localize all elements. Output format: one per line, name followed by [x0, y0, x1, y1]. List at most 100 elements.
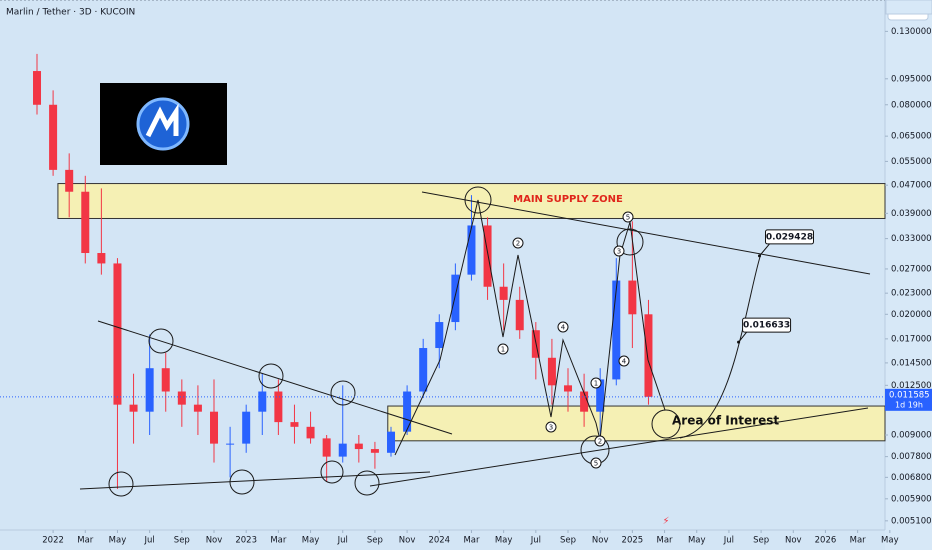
x-tick-label: Sep — [367, 536, 383, 546]
candle-body — [387, 431, 396, 453]
wave-marker — [590, 457, 602, 469]
candle-body — [644, 314, 653, 397]
candle-body — [306, 426, 315, 439]
candle-body — [467, 225, 476, 275]
annotations: MAIN SUPPLY ZONE Area of Interest 0.011585… — [0, 194, 932, 469]
circle — [651, 409, 681, 439]
candle-body — [193, 404, 202, 412]
y-tick-label: 0.007800 — [891, 452, 932, 462]
x-tick-label: May — [109, 536, 127, 546]
wave-label: 2 — [598, 438, 602, 446]
candle-body — [483, 225, 492, 287]
low-box — [885, 0, 932, 15]
wave-label: 4 — [561, 324, 566, 332]
countdown: 1d 19h — [895, 400, 923, 409]
x-tick-label: Mar — [77, 536, 94, 546]
circle — [108, 471, 134, 497]
candle-body — [628, 280, 637, 315]
chart-title: Marlin / Tether · 3D · KUCOIN — [6, 8, 135, 18]
y-tick-label: 0.005100 — [891, 516, 932, 526]
wave-marker — [497, 343, 509, 355]
circle — [320, 460, 344, 484]
candle-body — [403, 391, 412, 432]
circle — [330, 380, 356, 406]
target-label: 0.016633 — [743, 321, 790, 331]
x-tick-label: Nov — [206, 536, 223, 546]
x-tick-label: 2025 — [622, 536, 644, 546]
candle-body — [81, 191, 90, 254]
candle-body — [515, 299, 524, 331]
candle-body — [596, 379, 605, 412]
wave-label: 1 — [501, 346, 505, 354]
circle — [258, 363, 284, 389]
circle — [354, 470, 380, 496]
y-tick-label: 0.065000 — [891, 132, 932, 142]
x-tick-label: Mar — [463, 536, 480, 546]
logo-circle — [136, 97, 190, 151]
candle-body — [370, 449, 379, 453]
wave-label: 3 — [617, 248, 621, 256]
y-tick-label: 0.012500 — [891, 381, 932, 391]
wave-label: 1 — [594, 380, 598, 388]
candle-body — [65, 169, 74, 192]
x-tick-label: May — [495, 536, 513, 546]
candle-body — [242, 411, 251, 444]
x-tick-label: Jul — [144, 536, 155, 546]
last-price-box — [885, 388, 932, 411]
x-tick-label: May — [302, 536, 320, 546]
price-axis-panel — [885, 0, 932, 550]
y-tick-label: 0.027000 — [891, 264, 932, 274]
y-tick-label: 0.006800 — [891, 473, 932, 483]
x-tick-label: Nov — [399, 536, 416, 546]
y-tick-label: 0.130000 — [891, 27, 932, 37]
y-tick-label: 0.009000 — [891, 430, 932, 440]
trend-line — [79, 471, 431, 490]
wave-marker — [613, 245, 625, 257]
y-tick-label: 0.014500 — [891, 358, 932, 368]
wave-marker — [622, 211, 634, 223]
logo — [100, 83, 227, 165]
wave-label: 3 — [549, 424, 553, 432]
candle-body — [338, 443, 347, 457]
x-tick-label: 2026 — [815, 536, 837, 546]
zone-label: MAIN SUPPLY ZONE — [513, 194, 623, 205]
candle-body — [97, 253, 106, 264]
candle-body — [451, 274, 460, 323]
target-box — [742, 317, 792, 333]
x-tick-label: 2022 — [42, 536, 64, 546]
candle-body — [129, 404, 138, 412]
x-tick-label: Mar — [657, 536, 674, 546]
candle-body — [113, 263, 122, 405]
candle-body — [177, 391, 186, 405]
wave-marker — [557, 321, 569, 333]
wave-label: 4 — [622, 358, 627, 366]
x-tick-label: 2023 — [235, 536, 257, 546]
target-label: 0.029428 — [766, 232, 813, 242]
wave-marker — [590, 377, 602, 389]
x-tick-label: Nov — [592, 536, 609, 546]
candle-body — [49, 104, 58, 170]
wave-marker — [618, 355, 630, 367]
x-tick-label: Sep — [560, 536, 576, 546]
trend-line — [97, 320, 453, 435]
trend-line — [369, 407, 869, 487]
zone — [387, 405, 886, 442]
x-tick-label: Sep — [174, 536, 190, 546]
y-tick-label: 0.080000 — [891, 100, 932, 110]
circle — [464, 186, 492, 214]
y-tick-label: 0.023000 — [891, 289, 932, 299]
y-tick-label: 0.047000 — [891, 181, 932, 191]
candle-body — [499, 286, 508, 300]
candle-body — [274, 391, 283, 423]
target-pointer — [759, 243, 770, 257]
candles — [33, 53, 653, 489]
candle-body — [161, 368, 170, 392]
logo-mark — [145, 103, 179, 138]
alert-icon: ⚡ — [662, 516, 669, 527]
y-tick-label: 0.017000 — [891, 334, 932, 344]
x-tick-label: Jul — [723, 536, 734, 546]
y-tick-label: 0.005900 — [891, 494, 932, 504]
target-pointer — [738, 331, 747, 343]
